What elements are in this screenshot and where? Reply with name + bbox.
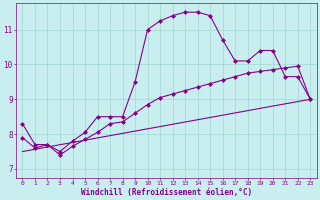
X-axis label: Windchill (Refroidissement éolien,°C): Windchill (Refroidissement éolien,°C)	[81, 188, 252, 197]
